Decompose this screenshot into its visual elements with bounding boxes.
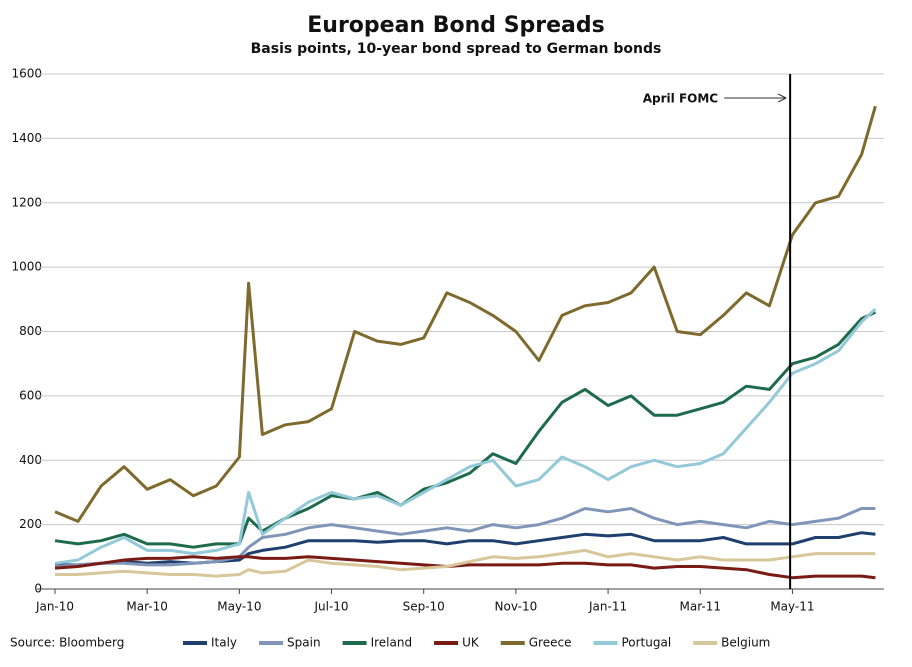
x-tick-label: Mar-10 bbox=[126, 600, 167, 614]
x-tick-label: Sep-10 bbox=[403, 600, 445, 614]
y-tick-label: 400 bbox=[19, 453, 42, 467]
series-line bbox=[54, 310, 877, 549]
y-tick-label: 1200 bbox=[11, 195, 42, 209]
series-line bbox=[54, 105, 877, 523]
chart-title: European Bond Spreads bbox=[307, 13, 605, 38]
annotation-arrowhead bbox=[777, 93, 787, 103]
x-tick-label: Jan-10 bbox=[35, 600, 74, 614]
y-tick-label: 1600 bbox=[11, 67, 42, 81]
annotation-label: April FOMC bbox=[643, 92, 719, 106]
legend-label: Belgium bbox=[721, 636, 770, 650]
source: Source: Bloomberg bbox=[10, 636, 124, 650]
x-tick-label: Jan-11 bbox=[588, 600, 627, 614]
series-line bbox=[54, 507, 876, 568]
x-tick-label: Nov-10 bbox=[495, 600, 538, 614]
legend-label: Greece bbox=[529, 636, 572, 650]
y-tick-label: 1000 bbox=[11, 260, 42, 274]
series-line bbox=[54, 307, 877, 565]
x-tick-label: Mar-11 bbox=[680, 600, 721, 614]
y-tick-label: 1400 bbox=[11, 131, 42, 145]
x-tick-label: Jul-10 bbox=[313, 600, 348, 614]
series-line bbox=[54, 555, 876, 580]
legend-label: UK bbox=[462, 636, 480, 650]
legend-label: Portugal bbox=[621, 636, 671, 650]
x-tick-label: May-10 bbox=[217, 600, 261, 614]
legend-label: Spain bbox=[287, 636, 321, 650]
x-tick-label: May-11 bbox=[770, 600, 814, 614]
legend-label: Ireland bbox=[371, 636, 413, 650]
y-tick-label: 200 bbox=[19, 517, 42, 531]
series-line bbox=[55, 548, 876, 578]
chart-subtitle: Basis points, 10-year bond spread to Ger… bbox=[251, 41, 662, 57]
legend-label: Italy bbox=[211, 636, 237, 650]
y-tick-label: 800 bbox=[19, 324, 42, 338]
y-tick-label: 600 bbox=[19, 388, 42, 402]
